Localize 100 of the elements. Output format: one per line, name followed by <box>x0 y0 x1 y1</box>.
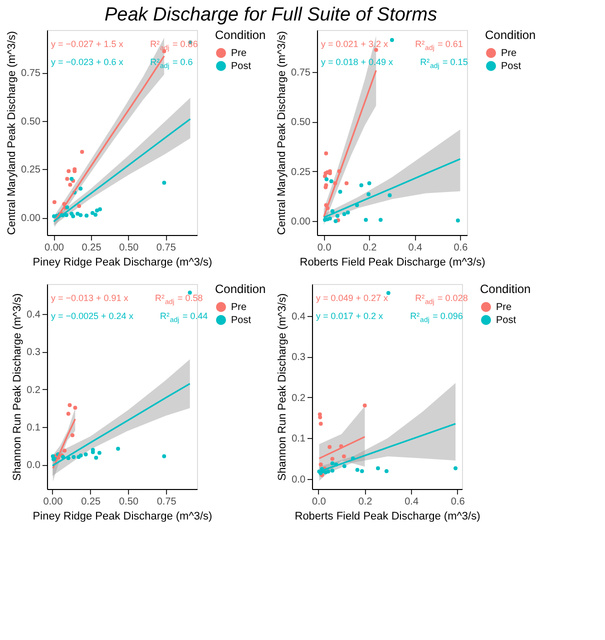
y-tick-label: 0.75 <box>291 67 311 78</box>
x-tick-label: 0.50 <box>118 496 139 508</box>
point <box>330 456 334 461</box>
point <box>344 181 349 186</box>
point <box>338 190 342 194</box>
y-tick-label: 0.25 <box>291 166 311 178</box>
point <box>367 181 372 186</box>
x-axis-title: Roberts Field Peak Discharge (m^3/s) <box>300 256 486 268</box>
point <box>364 218 368 222</box>
x-tick-label: 0.2 <box>358 496 373 508</box>
legend-title: Condition <box>485 28 536 42</box>
line-series <box>52 382 191 466</box>
point <box>330 468 334 473</box>
x-tick-label: 0.0 <box>317 242 332 254</box>
x-tick-label: 0.2 <box>362 242 378 254</box>
point <box>94 456 98 460</box>
point <box>359 183 364 188</box>
point <box>318 422 323 426</box>
point <box>374 48 378 52</box>
y-tick-label: 0.2 <box>26 384 41 396</box>
point <box>71 214 76 218</box>
point <box>456 218 460 222</box>
point <box>329 179 334 184</box>
point <box>334 219 338 224</box>
legend-label: Post <box>231 315 252 326</box>
point <box>366 192 371 196</box>
legend-title: Condition <box>215 282 266 296</box>
line-series <box>52 118 192 222</box>
point <box>328 216 332 220</box>
x-tick-label: 0.6 <box>454 242 468 254</box>
legend-label: Pre <box>501 48 517 59</box>
point <box>318 462 323 467</box>
point <box>360 469 364 474</box>
point <box>342 212 346 216</box>
y-tick-label: 0.25 <box>21 164 41 176</box>
x-tick-label: 0.00 <box>44 242 64 254</box>
y-axis-title: Central Maryland Peak Discharge (m^3/s) <box>276 31 288 235</box>
point <box>362 403 367 408</box>
y-tick-label: 0.0 <box>26 460 41 472</box>
point <box>162 180 166 185</box>
x-tick-label: 0.75 <box>156 496 177 508</box>
x-tick-label: 0.0 <box>312 496 326 508</box>
point <box>318 415 322 420</box>
point <box>328 445 332 450</box>
point <box>84 214 89 218</box>
y-axis-title: Shannon Run Peak Discharge (m^3/s) <box>12 293 24 481</box>
y-tick-label: 0.00 <box>291 216 311 228</box>
point <box>78 213 83 218</box>
point <box>94 212 98 217</box>
point <box>342 464 346 468</box>
legend-label: Pre <box>496 302 512 313</box>
point <box>386 290 390 295</box>
point <box>90 210 95 215</box>
point <box>335 214 340 218</box>
point <box>84 452 88 456</box>
point <box>68 403 72 408</box>
point <box>90 450 95 454</box>
y-tick-label: 0.1 <box>292 434 306 445</box>
y-axis-title: Central Maryland Peak Discharge (m^3/s) <box>6 31 18 235</box>
y-tick-label: 0.2 <box>292 392 306 404</box>
legend-title: Condition <box>215 28 266 42</box>
point <box>330 209 334 214</box>
x-axis-title: Piney Ridge Peak Discharge (m^3/s) <box>32 256 212 268</box>
y-tick-label: 0.00 <box>21 213 41 224</box>
y-tick-label: 0.1 <box>26 422 41 434</box>
point <box>78 186 83 191</box>
y-tick-label: 0.3 <box>292 352 306 364</box>
legend-label: Pre <box>231 48 247 59</box>
x-tick-label: 0.6 <box>450 496 466 508</box>
point <box>62 448 67 453</box>
legend-label: Post <box>231 61 252 72</box>
y-tick-label: 0.50 <box>291 117 311 128</box>
y-tick-label: 0.4 <box>292 311 306 322</box>
y-tick-label: 0.3 <box>26 347 41 358</box>
x-tick-label: 0.00 <box>43 496 64 508</box>
point <box>64 213 68 218</box>
point <box>342 454 346 458</box>
y-tick-label: 0.0 <box>292 474 306 486</box>
point <box>66 169 71 174</box>
y-tick-label: 0.75 <box>21 68 41 80</box>
point <box>76 212 80 216</box>
point <box>330 461 334 466</box>
x-axis-title: Piney Ridge Peak Discharge (m^3/s) <box>32 510 212 522</box>
point <box>52 200 56 204</box>
x-tick-label: 0.4 <box>408 242 423 254</box>
point <box>388 193 392 198</box>
point <box>65 176 70 181</box>
legend-title: Condition <box>480 282 531 296</box>
point <box>68 182 72 187</box>
y-axis-title: Shannon Run Peak Discharge (m^3/s) <box>276 293 289 481</box>
text: Peak Discharge for Full Suite of Storms <box>104 4 438 26</box>
y-tick-label: 0.4 <box>26 310 41 321</box>
point <box>384 469 389 474</box>
point <box>324 177 329 182</box>
point <box>162 454 166 458</box>
x-tick-label: 0.75 <box>156 242 176 254</box>
point <box>355 468 360 472</box>
point <box>324 151 328 156</box>
line-series <box>52 418 76 470</box>
legend-label: Post <box>496 315 516 326</box>
